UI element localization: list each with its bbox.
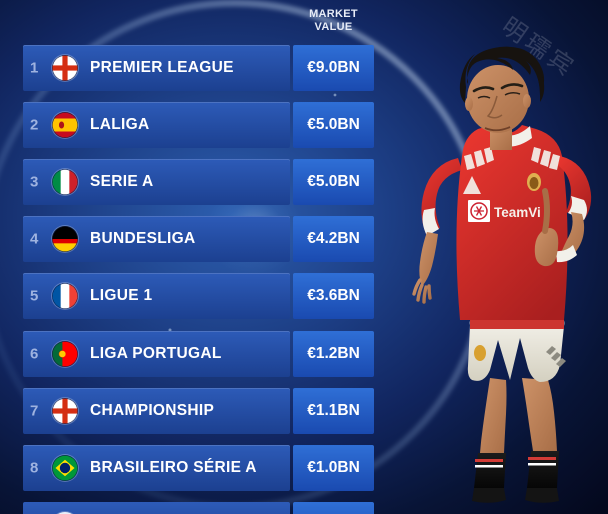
- svg-text:TeamVi: TeamVi: [494, 205, 541, 220]
